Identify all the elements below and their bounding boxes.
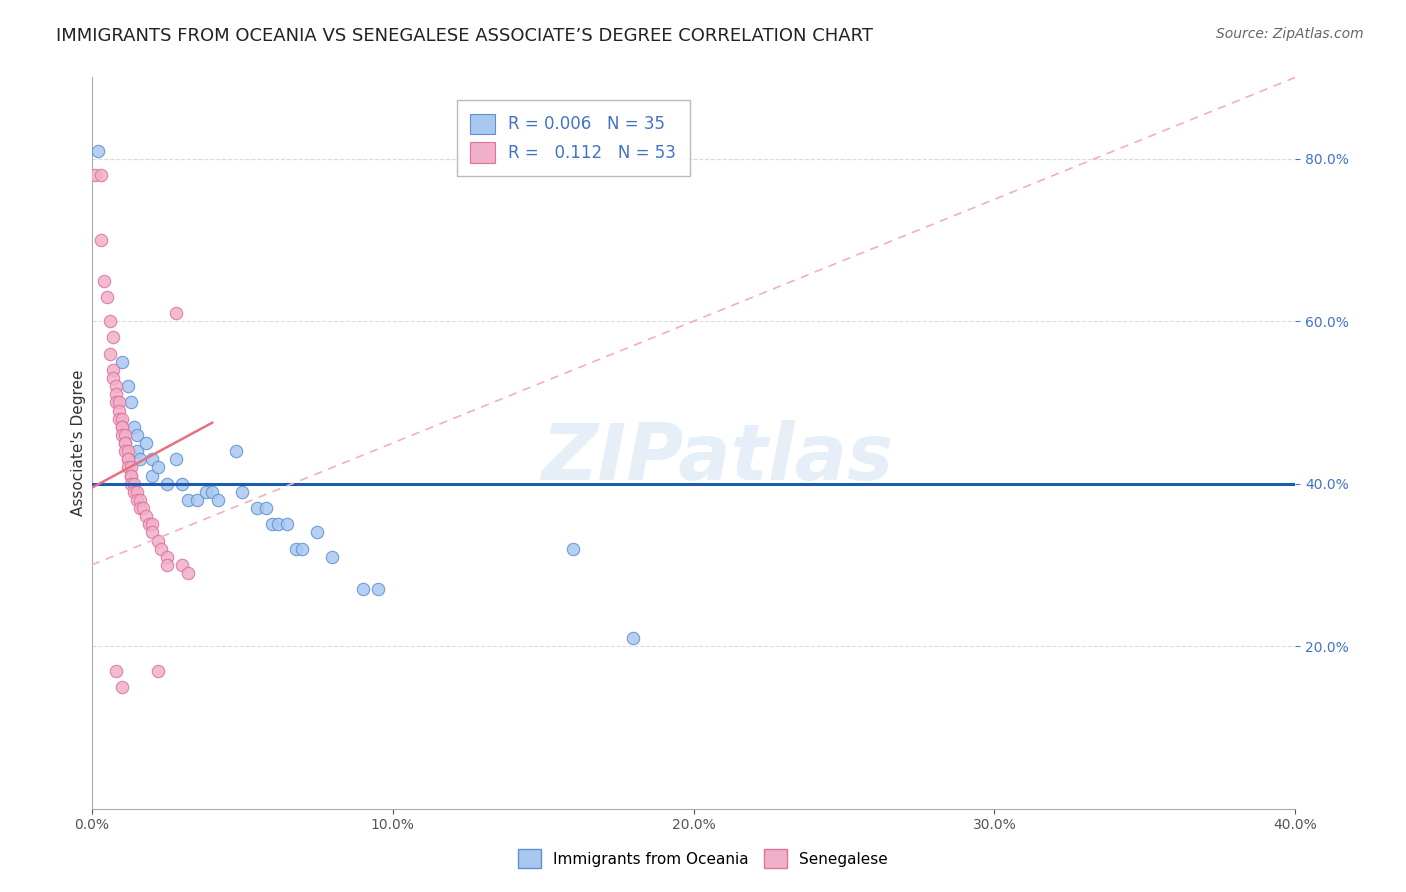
Point — [90, 233, 112, 247]
Point — [125, 428, 148, 442]
Point — [125, 484, 148, 499]
Point — [367, 582, 389, 597]
Point — [93, 274, 115, 288]
Point — [352, 582, 374, 597]
Point — [146, 533, 169, 548]
Point — [98, 314, 121, 328]
Point — [120, 395, 142, 409]
Point — [141, 468, 163, 483]
Point — [225, 444, 247, 458]
Point — [117, 460, 139, 475]
Point — [141, 452, 163, 467]
Point — [114, 436, 136, 450]
Point — [117, 379, 139, 393]
Point — [562, 541, 585, 556]
Point — [165, 306, 187, 320]
Text: IMMIGRANTS FROM OCEANIA VS SENEGALESE ASSOCIATE’S DEGREE CORRELATION CHART: IMMIGRANTS FROM OCEANIA VS SENEGALESE AS… — [56, 27, 873, 45]
Y-axis label: Associate's Degree: Associate's Degree — [72, 370, 86, 516]
Point — [108, 403, 131, 417]
Point — [120, 468, 142, 483]
Point — [156, 476, 179, 491]
Legend: R = 0.006   N = 35, R =   0.112   N = 53: R = 0.006 N = 35, R = 0.112 N = 53 — [457, 101, 689, 176]
Point — [111, 355, 134, 369]
Point — [120, 468, 142, 483]
Point — [111, 680, 134, 694]
Point — [104, 387, 127, 401]
Point — [132, 501, 155, 516]
Point — [621, 631, 644, 645]
Point — [87, 144, 110, 158]
Point — [150, 541, 173, 556]
Point — [111, 428, 134, 442]
Point — [285, 541, 308, 556]
Point — [177, 492, 200, 507]
Point — [146, 664, 169, 678]
Point — [231, 484, 253, 499]
Text: Source: ZipAtlas.com: Source: ZipAtlas.com — [1216, 27, 1364, 41]
Point — [125, 492, 148, 507]
Point — [101, 371, 124, 385]
Point — [90, 168, 112, 182]
Point — [104, 664, 127, 678]
Point — [98, 347, 121, 361]
Point — [170, 558, 193, 572]
Point — [141, 525, 163, 540]
Point — [276, 517, 298, 532]
Point — [108, 411, 131, 425]
Point — [117, 452, 139, 467]
Point — [146, 460, 169, 475]
Point — [135, 436, 157, 450]
Point — [254, 501, 277, 516]
Point — [117, 452, 139, 467]
Point — [101, 363, 124, 377]
Point — [291, 541, 314, 556]
Point — [114, 444, 136, 458]
Text: ZIPatlas: ZIPatlas — [541, 419, 894, 496]
Point — [111, 411, 134, 425]
Point — [122, 484, 145, 499]
Point — [117, 444, 139, 458]
Legend: Immigrants from Oceania, Senegalese: Immigrants from Oceania, Senegalese — [510, 841, 896, 875]
Point — [195, 484, 218, 499]
Point — [246, 501, 269, 516]
Point — [321, 549, 343, 564]
Point — [129, 452, 152, 467]
Point — [177, 566, 200, 580]
Point — [120, 476, 142, 491]
Point — [135, 509, 157, 524]
Point — [170, 476, 193, 491]
Point — [129, 501, 152, 516]
Point — [104, 379, 127, 393]
Point — [141, 517, 163, 532]
Point — [104, 395, 127, 409]
Point — [307, 525, 329, 540]
Point — [108, 395, 131, 409]
Point — [156, 549, 179, 564]
Point — [207, 492, 229, 507]
Point — [267, 517, 290, 532]
Point — [114, 436, 136, 450]
Point — [111, 419, 134, 434]
Point — [125, 444, 148, 458]
Point — [262, 517, 284, 532]
Point — [111, 419, 134, 434]
Point — [101, 330, 124, 344]
Point — [122, 419, 145, 434]
Point — [129, 492, 152, 507]
Point — [186, 492, 208, 507]
Point — [114, 428, 136, 442]
Point — [201, 484, 224, 499]
Point — [83, 168, 105, 182]
Point — [156, 558, 179, 572]
Point — [96, 290, 118, 304]
Point — [138, 517, 160, 532]
Point — [122, 476, 145, 491]
Point — [120, 460, 142, 475]
Point — [165, 452, 187, 467]
